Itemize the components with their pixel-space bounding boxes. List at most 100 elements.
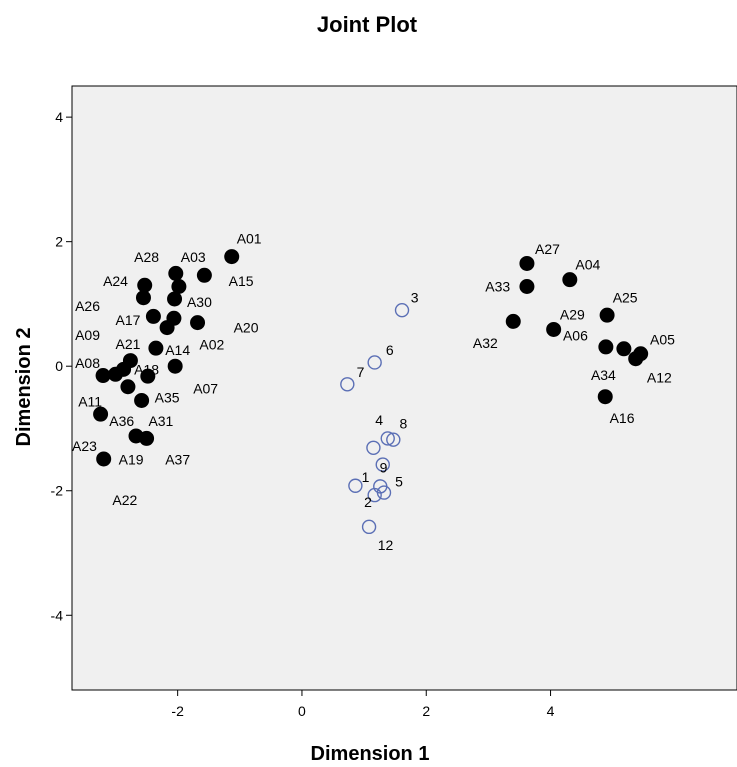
point-label: A01 [237,231,262,247]
point-label: A08 [75,355,100,371]
y-tick-label: -2 [51,483,64,499]
filled-data-point [108,366,124,382]
point-label: A35 [155,389,180,405]
filled-data-point [190,315,206,331]
point-label: A28 [134,249,159,265]
filled-data-point [166,310,182,326]
filled-data-point [546,321,562,337]
point-label: A20 [234,320,259,336]
open-data-point [376,485,392,500]
point-label: 9 [380,460,388,476]
point-label: A09 [75,327,100,343]
point-label: 12 [378,537,394,553]
point-label: A11 [78,394,102,410]
point-label: A25 [613,290,638,306]
x-tick-label: 2 [422,703,430,719]
point-labels: A01 A28 A03 A24 A15 A26 A30 A17 A20 A09 A21 A14 A02 A… [72,231,675,553]
filled-data-point [597,389,613,405]
filled-data-point [599,307,615,323]
point-label: A23 [72,438,97,454]
open-data-point [367,355,382,370]
x-tick-label: 4 [547,703,555,719]
point-label: A21 [116,336,141,352]
plot-area [71,85,737,691]
filled-data-point [196,267,212,283]
point-label: A37 [165,452,190,468]
point-label: A22 [112,492,137,508]
open-data-point [394,302,410,318]
filled-data-point [519,279,535,295]
filled-data-point [145,308,161,324]
filled-data-point [505,313,521,329]
point-label: 5 [395,473,403,489]
x-tick-label: 0 [298,703,306,719]
point-label: A24 [103,273,128,289]
point-label: A04 [575,257,600,273]
filled-data-point [167,358,183,374]
open-data-point [348,478,363,493]
point-label: A33 [485,279,510,295]
point-label: 2 [364,494,372,510]
point-label: A15 [229,273,254,289]
x-axis-title: Dimension 1 [311,743,430,765]
point-label: A07 [193,381,218,397]
open-data-point [380,431,395,446]
point-label: A19 [119,452,144,468]
point-label: 3 [411,290,419,306]
filled-data-point [171,279,187,295]
filled-data-point [140,368,156,384]
point-label: A29 [560,307,585,323]
x-tick-label: -2 [171,703,184,719]
point-label: A16 [610,410,635,426]
filled-data-point [139,430,155,446]
filled-data-point [616,341,632,357]
filled-data-point [519,255,535,271]
point-label: A14 [165,342,190,358]
y-axis: 4 2 0 -2 -4 [51,109,72,623]
point-label: A30 [187,294,212,310]
filled-data-point [135,290,151,306]
filled-data-point [168,265,184,281]
open-data-point [361,519,377,535]
point-label: A02 [199,336,224,352]
filled-data-point [96,451,112,467]
y-tick-label: 0 [55,358,63,374]
point-label: 4 [375,412,383,428]
filled-data-point [137,277,153,293]
filled-data-point [120,379,136,395]
point-label: A03 [181,249,206,265]
open-data-point [386,432,401,447]
filled-data-point [134,392,150,408]
open-data-point [366,440,381,455]
y-tick-label: 4 [55,109,63,125]
filled-data-point [224,249,240,265]
filled-data-point [598,339,614,355]
point-label: 7 [357,364,365,380]
point-label: A31 [148,413,173,429]
y-tick-label: -4 [51,607,64,623]
point-label: A36 [109,413,134,429]
point-label: A17 [116,312,141,328]
x-axis: -2 0 2 4 [171,690,555,719]
point-label: A27 [535,241,560,257]
point-label: 6 [386,342,394,358]
y-tick-label: 2 [55,234,63,250]
point-label: 8 [400,415,408,431]
filled-data-point [628,351,644,367]
filled-data-point [167,291,183,307]
open-data-point [375,457,390,472]
filled-data-point [562,272,578,288]
open-data-point [340,377,355,392]
point-label: A05 [650,331,675,347]
chart-title: Joint Plot [317,12,418,37]
filled-data-point [93,406,109,422]
point-label: A12 [647,369,672,385]
point-label: A06 [563,328,588,344]
point-label: A18 [134,361,159,377]
data-points [93,249,649,535]
point-label: A32 [473,335,498,351]
filled-data-point [148,340,164,356]
point-label: A34 [591,367,616,383]
filled-data-point [95,368,111,384]
